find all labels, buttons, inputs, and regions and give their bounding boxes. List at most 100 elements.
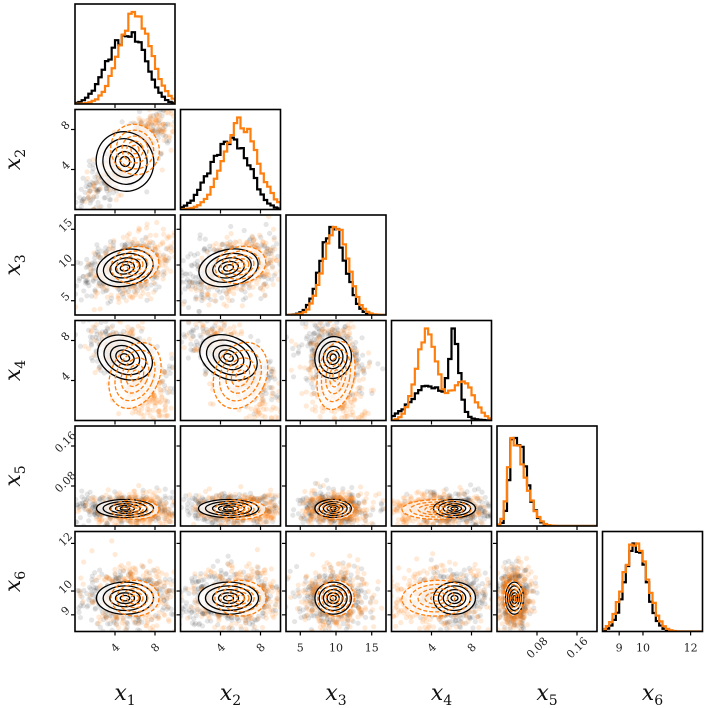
point-black — [75, 519, 80, 525]
point-black — [77, 500, 83, 507]
point-orange — [310, 358, 316, 365]
point-orange — [156, 127, 162, 133]
point-orange — [303, 403, 309, 409]
point-orange — [162, 398, 168, 404]
point-black — [359, 362, 365, 368]
point-orange — [302, 365, 308, 371]
point-orange — [188, 336, 194, 342]
point-orange — [308, 341, 314, 347]
point-black — [181, 394, 186, 399]
point-black — [86, 261, 92, 268]
point-black — [321, 328, 327, 335]
point-black — [327, 332, 333, 338]
point-orange — [253, 407, 259, 413]
point-orange — [256, 410, 262, 416]
point-black — [82, 189, 88, 196]
point-orange — [238, 331, 245, 337]
point-orange — [143, 281, 149, 287]
point-orange — [162, 402, 168, 408]
point-black — [156, 500, 162, 507]
point-orange — [152, 116, 158, 122]
panel-4-4 — [390, 319, 493, 425]
point-black — [360, 352, 366, 358]
point-black — [101, 370, 107, 376]
point-black — [90, 180, 96, 187]
point-orange — [269, 385, 276, 391]
point-orange — [204, 249, 210, 255]
point-black — [48, 506, 53, 511]
point-orange — [139, 320, 146, 325]
point-black — [165, 510, 172, 516]
point-black — [75, 199, 79, 205]
point-black — [268, 372, 274, 378]
point-orange — [316, 334, 323, 340]
point-black — [194, 279, 201, 285]
point-black — [95, 188, 101, 194]
point-orange — [163, 110, 169, 116]
point-black — [84, 263, 91, 269]
point-orange — [205, 292, 211, 298]
point-black — [273, 394, 279, 400]
point-orange — [339, 405, 346, 411]
point-orange — [250, 284, 256, 290]
point-black — [64, 281, 69, 286]
point-orange — [359, 368, 366, 374]
point-orange — [157, 242, 163, 248]
point-black — [85, 184, 91, 190]
point-orange — [224, 234, 230, 240]
point-orange — [337, 304, 342, 309]
point-black — [79, 500, 85, 506]
point-black — [97, 282, 103, 288]
point-black — [84, 256, 90, 262]
point-black — [61, 188, 66, 193]
point-orange — [135, 228, 141, 234]
point-orange — [176, 85, 181, 90]
point-black — [110, 245, 116, 251]
point-black — [84, 179, 90, 185]
point-orange — [153, 396, 159, 402]
point-black — [96, 364, 102, 371]
point-black — [92, 259, 98, 265]
panel-3-3 — [285, 214, 387, 319]
point-black — [183, 403, 188, 408]
point-orange — [238, 328, 245, 335]
point-orange — [228, 243, 234, 250]
point-black — [188, 329, 194, 335]
point-black — [91, 510, 98, 516]
point-orange — [98, 300, 103, 305]
point-orange — [247, 292, 253, 298]
point-orange — [160, 241, 166, 247]
point-orange — [294, 421, 299, 426]
point-black — [214, 287, 221, 293]
point-black — [190, 333, 196, 339]
point-orange — [362, 408, 368, 414]
point-orange — [130, 241, 137, 247]
point-black — [267, 358, 273, 364]
point-orange — [268, 251, 275, 257]
contour-orange-3 — [121, 135, 149, 164]
point-black — [106, 196, 113, 203]
point-orange — [120, 290, 126, 297]
point-black — [105, 300, 111, 306]
point-black — [75, 283, 80, 289]
point-black — [319, 326, 325, 333]
point-black — [156, 120, 162, 126]
point-black — [111, 239, 117, 245]
point-orange — [167, 133, 173, 139]
point-black — [155, 269, 161, 275]
point-orange — [127, 330, 133, 336]
point-orange — [365, 364, 372, 370]
point-orange — [268, 366, 274, 372]
point-orange — [263, 249, 269, 255]
point-orange — [162, 407, 169, 413]
contour-black-4 — [115, 349, 135, 366]
point-orange — [252, 242, 258, 248]
point-orange — [92, 293, 98, 300]
point-black — [138, 120, 144, 126]
point-orange — [166, 389, 173, 395]
point-black — [261, 273, 268, 279]
point-orange — [261, 283, 267, 289]
point-orange — [124, 233, 131, 239]
point-black — [310, 374, 316, 380]
point-black — [367, 359, 373, 365]
